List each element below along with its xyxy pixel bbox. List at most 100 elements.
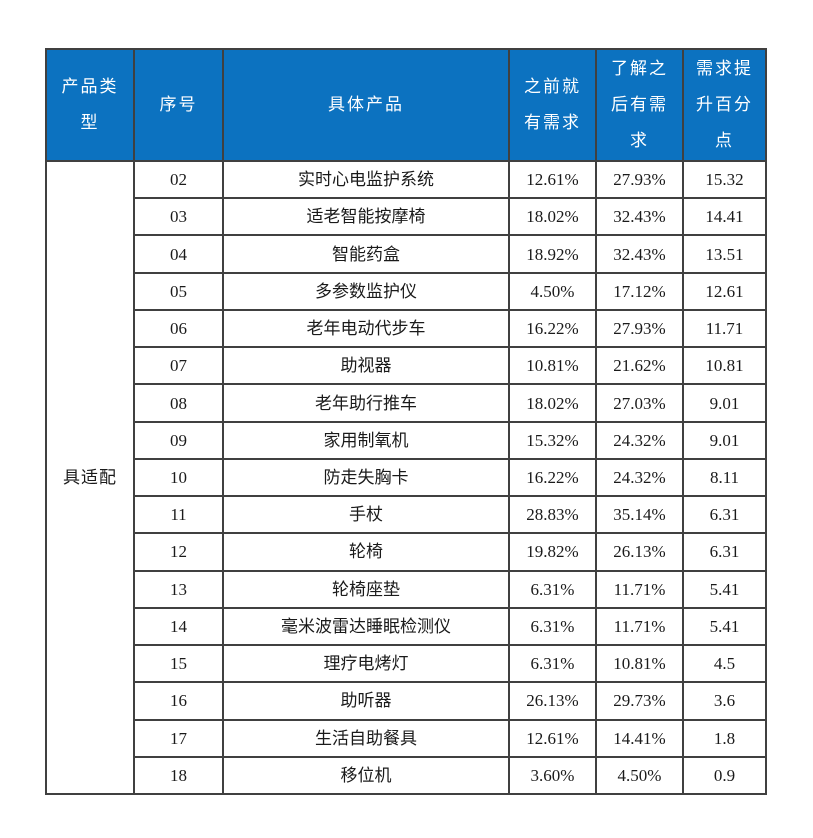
index-cell: 04 bbox=[133, 234, 224, 274]
before-demand-cell: 26.13% bbox=[508, 681, 597, 721]
table-row: 06 老年电动代步车 16.22% 27.93% 11.71 bbox=[46, 308, 767, 349]
before-demand-cell: 10.81% bbox=[508, 346, 597, 386]
index-cell: 14 bbox=[133, 606, 224, 647]
header-demand-lift: 需求提 升百分 点 bbox=[682, 48, 767, 162]
after-demand-cell: 27.03% bbox=[595, 383, 684, 423]
demand-lift-cell: 4.5 bbox=[682, 644, 767, 684]
product-cell: 生活自助餐具 bbox=[222, 718, 510, 758]
after-demand-cell: 10.81% bbox=[595, 644, 684, 684]
product-cell: 理疗电烤灯 bbox=[222, 644, 510, 684]
before-demand-cell: 3.60% bbox=[508, 755, 597, 796]
product-cell: 适老智能按摩椅 bbox=[222, 197, 510, 237]
demand-lift-cell: 15.32 bbox=[682, 159, 767, 200]
demand-lift-cell: 14.41 bbox=[682, 197, 767, 237]
index-cell: 15 bbox=[133, 644, 224, 684]
after-demand-cell: 11.71% bbox=[595, 606, 684, 647]
index-cell: 02 bbox=[133, 159, 224, 200]
table-row: 17 生活自助餐具 12.61% 14.41% 1.8 bbox=[46, 718, 767, 758]
index-cell: 12 bbox=[133, 532, 224, 572]
before-demand-cell: 6.31% bbox=[508, 644, 597, 684]
after-demand-cell: 4.50% bbox=[595, 755, 684, 796]
header-after-demand: 了解之 后有需 求 bbox=[595, 48, 684, 162]
product-cell: 老年助行推车 bbox=[222, 383, 510, 423]
table-row: 16 助听器 26.13% 29.73% 3.6 bbox=[46, 681, 767, 721]
product-cell: 助听器 bbox=[222, 681, 510, 721]
before-demand-cell: 18.02% bbox=[508, 383, 597, 423]
before-demand-cell: 15.32% bbox=[508, 420, 597, 460]
table-row: 具适配 02 实时心电监护系统 12.61% 27.93% 15.32 bbox=[45, 159, 767, 795]
index-cell: 11 bbox=[133, 495, 224, 535]
header-row: 产品类 型 序号 具体产品 之前就 有需求 了解之 后有需 求 需求提 升百分 … bbox=[45, 48, 767, 162]
before-demand-cell: 6.31% bbox=[508, 569, 597, 609]
demand-lift-cell: 9.01 bbox=[682, 383, 767, 423]
index-cell: 05 bbox=[133, 271, 224, 311]
table-body: 具适配 02 实时心电监护系统 12.61% 27.93% 15.32 03 适老智能按摩椅 1… bbox=[45, 159, 767, 796]
index-cell: 16 bbox=[133, 681, 224, 721]
index-cell: 10 bbox=[133, 457, 224, 498]
index-cell: 17 bbox=[133, 718, 224, 758]
header-product-type: 产品类 型 bbox=[45, 48, 135, 162]
before-demand-cell: 4.50% bbox=[508, 271, 597, 311]
before-demand-cell: 28.83% bbox=[508, 495, 597, 535]
product-cell: 智能药盒 bbox=[222, 234, 510, 274]
demand-lift-cell: 13.51 bbox=[682, 234, 767, 274]
product-cell: 防走失胸卡 bbox=[222, 457, 510, 498]
after-demand-cell: 24.32% bbox=[595, 420, 684, 460]
category-cell: 具适配 bbox=[45, 160, 135, 795]
table-row: 14 毫米波雷达睡眠检测仪 6.31% 11.71% 5.41 bbox=[46, 606, 767, 647]
after-demand-cell: 14.41% bbox=[595, 718, 684, 758]
before-demand-cell: 6.31% bbox=[508, 606, 597, 647]
product-cell: 手杖 bbox=[222, 495, 510, 535]
product-cell: 移位机 bbox=[222, 755, 510, 796]
demand-lift-cell: 5.41 bbox=[682, 569, 767, 609]
after-demand-cell: 32.43% bbox=[595, 234, 684, 274]
after-demand-cell: 35.14% bbox=[595, 495, 684, 535]
demand-lift-cell: 3.6 bbox=[682, 681, 767, 721]
index-cell: 18 bbox=[133, 755, 224, 796]
index-cell: 09 bbox=[133, 420, 224, 460]
after-demand-cell: 17.12% bbox=[595, 271, 684, 311]
table-row: 13 轮椅座垫 6.31% 11.71% 5.41 bbox=[46, 569, 767, 609]
table-row: 08 老年助行推车 18.02% 27.03% 9.01 bbox=[46, 383, 767, 423]
header-product: 具体产品 bbox=[222, 48, 510, 162]
header-before-demand: 之前就 有需求 bbox=[508, 48, 597, 162]
before-demand-cell: 12.61% bbox=[508, 159, 597, 200]
table-row: 04 智能药盒 18.92% 32.43% 13.51 bbox=[46, 234, 767, 274]
product-cell: 轮椅 bbox=[222, 532, 510, 572]
after-demand-cell: 32.43% bbox=[595, 197, 684, 237]
product-demand-table: 产品类 型 序号 具体产品 之前就 有需求 了解之 后有需 求 需求提 升百分 … bbox=[45, 48, 767, 796]
before-demand-cell: 18.92% bbox=[508, 234, 597, 274]
table-row: 07 助视器 10.81% 21.62% 10.81 bbox=[46, 346, 767, 386]
before-demand-cell: 12.61% bbox=[508, 718, 597, 758]
index-cell: 07 bbox=[133, 346, 224, 386]
before-demand-cell: 16.22% bbox=[508, 457, 597, 498]
index-cell: 06 bbox=[133, 308, 224, 349]
demand-lift-cell: 12.61 bbox=[682, 271, 767, 311]
table-row: 18 移位机 3.60% 4.50% 0.9 bbox=[46, 755, 767, 796]
table-row: 15 理疗电烤灯 6.31% 10.81% 4.5 bbox=[46, 644, 767, 684]
after-demand-cell: 26.13% bbox=[595, 532, 684, 572]
product-cell: 实时心电监护系统 bbox=[222, 159, 510, 200]
demand-lift-cell: 0.9 bbox=[682, 755, 767, 796]
after-demand-cell: 27.93% bbox=[595, 159, 684, 200]
demand-lift-cell: 1.8 bbox=[682, 718, 767, 758]
demand-lift-cell: 8.11 bbox=[682, 457, 767, 498]
product-cell: 毫米波雷达睡眠检测仪 bbox=[222, 606, 510, 647]
after-demand-cell: 11.71% bbox=[595, 569, 684, 609]
index-cell: 13 bbox=[133, 569, 224, 609]
before-demand-cell: 18.02% bbox=[508, 197, 597, 237]
after-demand-cell: 27.93% bbox=[595, 308, 684, 349]
after-demand-cell: 24.32% bbox=[595, 457, 684, 498]
header-index: 序号 bbox=[133, 48, 224, 162]
demand-lift-cell: 5.41 bbox=[682, 606, 767, 647]
demand-lift-cell: 6.31 bbox=[682, 495, 767, 535]
index-cell: 08 bbox=[133, 383, 224, 423]
after-demand-cell: 29.73% bbox=[595, 681, 684, 721]
product-cell: 家用制氧机 bbox=[222, 420, 510, 460]
before-demand-cell: 19.82% bbox=[508, 532, 597, 572]
table-row: 11 手杖 28.83% 35.14% 6.31 bbox=[46, 495, 767, 535]
product-cell: 轮椅座垫 bbox=[222, 569, 510, 609]
before-demand-cell: 16.22% bbox=[508, 308, 597, 349]
product-cell: 助视器 bbox=[222, 346, 510, 386]
product-cell: 多参数监护仪 bbox=[222, 271, 510, 311]
